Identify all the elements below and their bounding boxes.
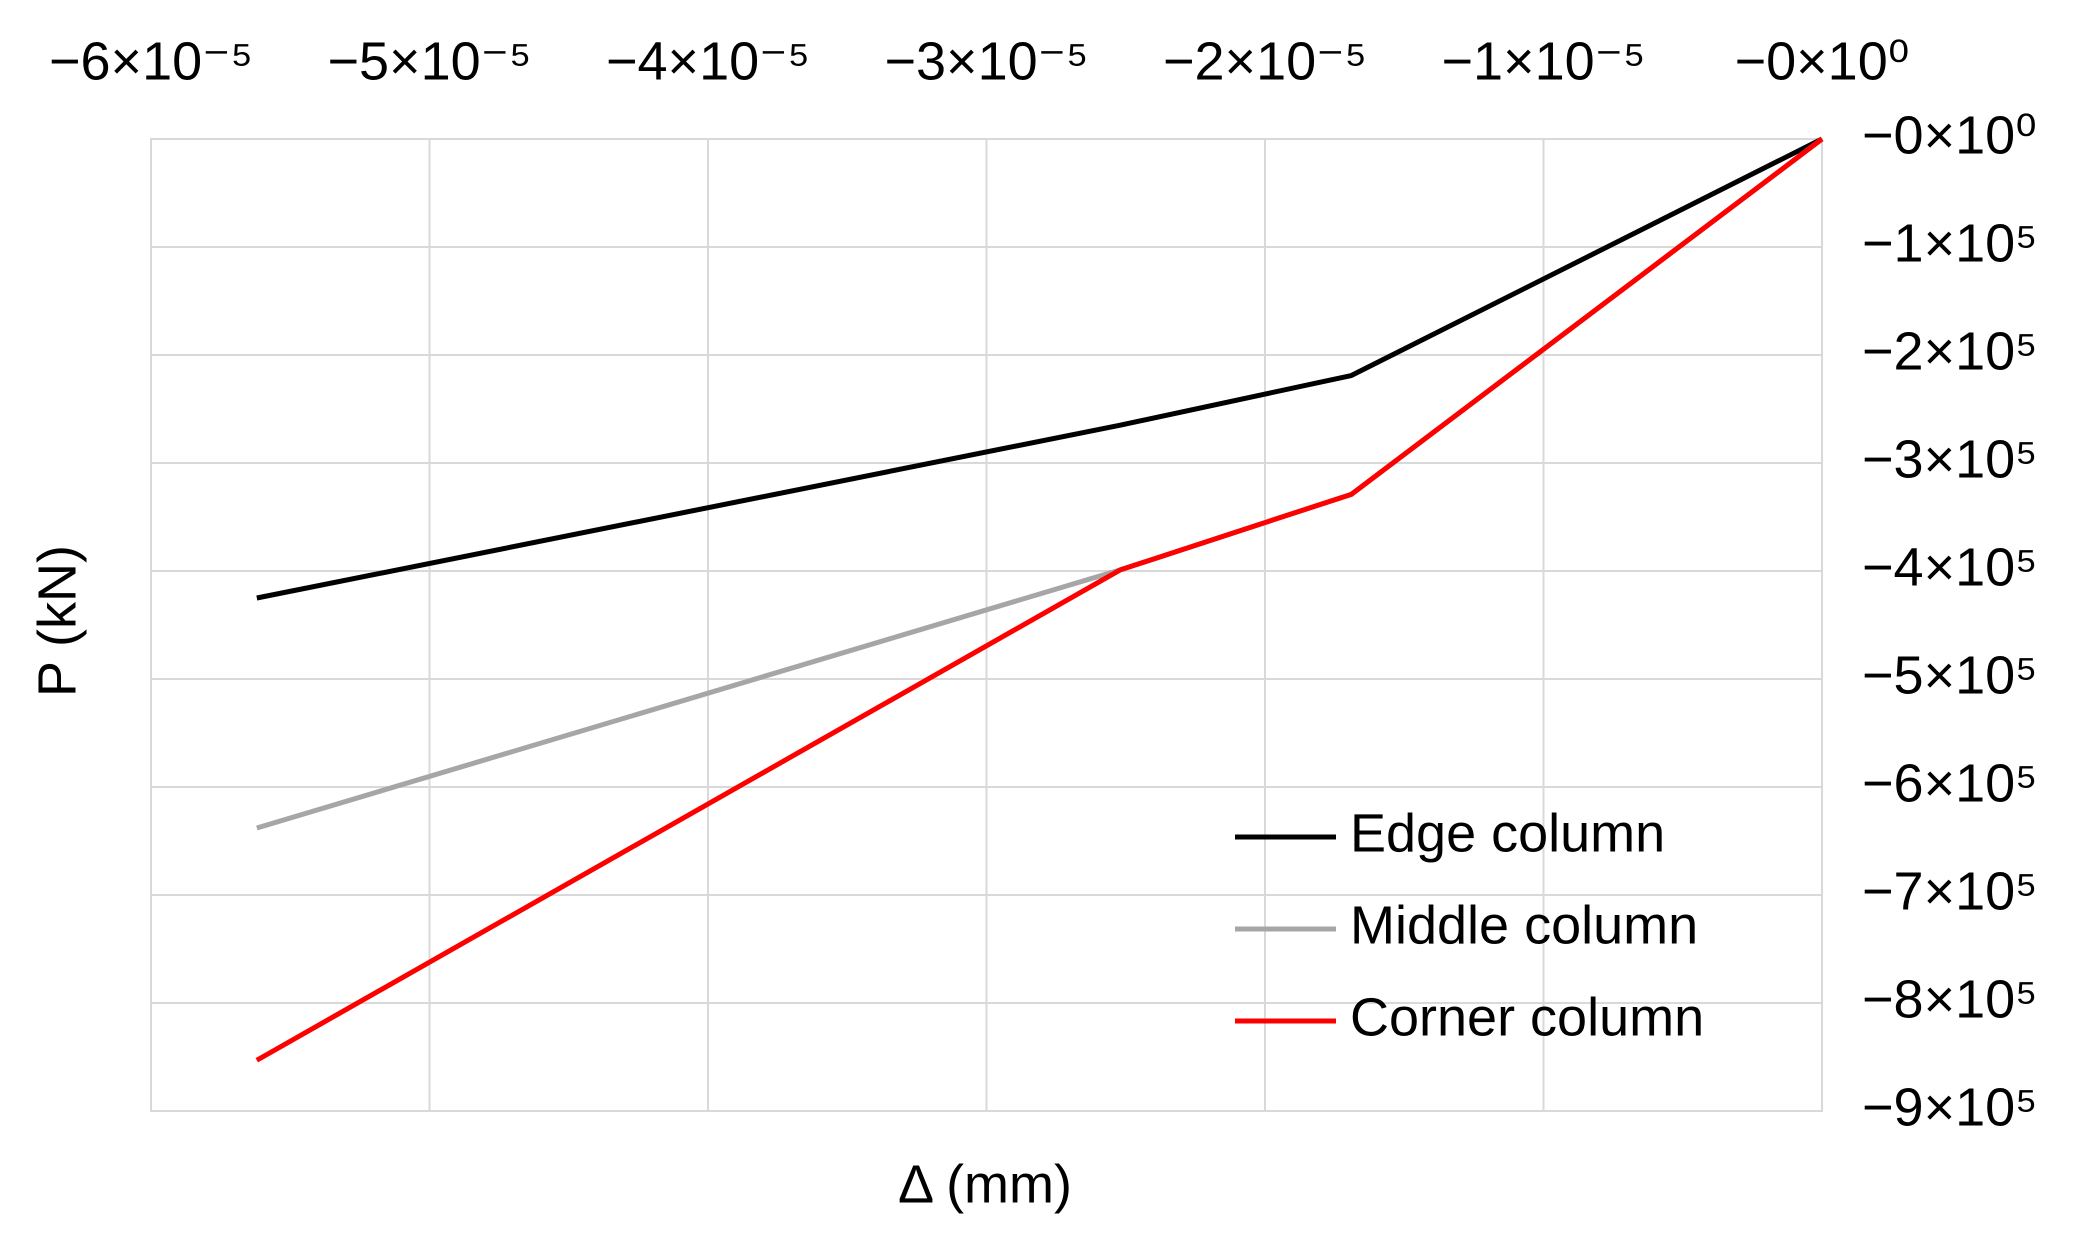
y-tick-label: −0×10⁰	[1862, 105, 2037, 165]
legend-label: Edge column	[1350, 803, 1665, 863]
y-tick-label: −4×10⁵	[1862, 537, 2038, 597]
x-tick-label: −2×10⁻⁵	[1163, 31, 1367, 91]
y-tick-label: −5×10⁵	[1862, 645, 2038, 705]
legend-label: Corner column	[1350, 987, 1704, 1047]
x-tick-label: −4×10⁻⁵	[606, 31, 810, 91]
y-tick-label: −1×10⁵	[1862, 213, 2038, 273]
series-line	[255, 137, 1824, 1063]
y-tick-label: −7×10⁵	[1862, 861, 2038, 921]
x-tick-label: −0×10⁰	[1735, 31, 1910, 91]
y-tick-label: −8×10⁵	[1862, 969, 2038, 1029]
x-tick-label: −6×10⁻⁵	[49, 31, 253, 91]
y-axis-title: P (kN)	[27, 545, 87, 697]
y-tick-label: −6×10⁵	[1862, 753, 2038, 813]
y-tick-label: −2×10⁵	[1862, 321, 2038, 381]
y-tick-label: −3×10⁵	[1862, 429, 2038, 489]
x-axis-title: Δ (mm)	[898, 1154, 1072, 1214]
x-tick-label: −3×10⁻⁵	[884, 31, 1088, 91]
x-tick-label: −1×10⁻⁵	[1441, 31, 1645, 91]
series-line	[256, 136, 1824, 601]
x-tick-label: −5×10⁻⁵	[327, 31, 531, 91]
y-tick-label: −9×10⁵	[1862, 1077, 2038, 1137]
legend-label: Middle column	[1350, 895, 1698, 955]
